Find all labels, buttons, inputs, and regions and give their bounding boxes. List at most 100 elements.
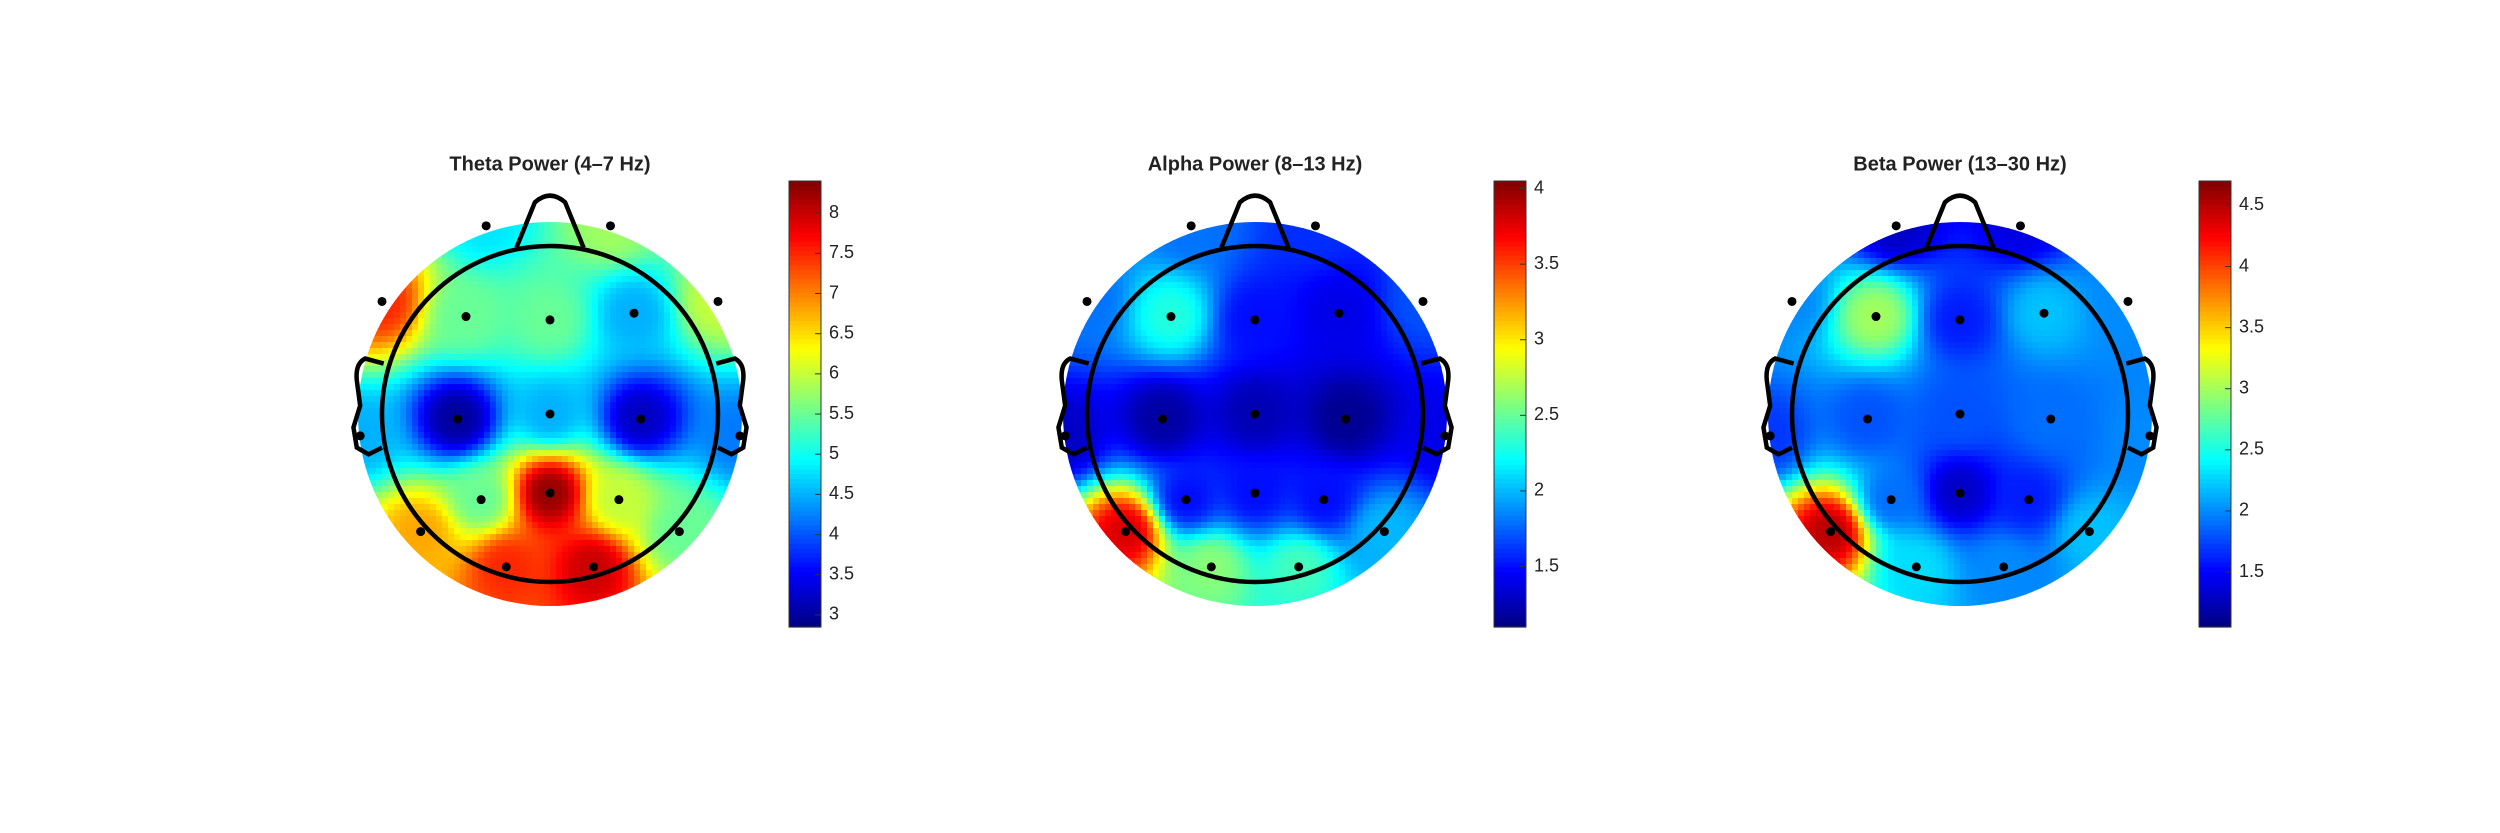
heatmap-cell	[1315, 282, 1322, 289]
heatmap-cell	[364, 390, 371, 397]
heatmap-cell	[436, 348, 443, 355]
heatmap-cell	[472, 384, 479, 391]
heatmap-cell	[382, 468, 389, 475]
heatmap-cell	[652, 456, 659, 463]
heatmap-cell	[1399, 360, 1406, 367]
heatmap-cell	[1087, 324, 1094, 331]
heatmap-cell	[496, 594, 503, 601]
heatmap-cell	[1171, 258, 1178, 265]
heatmap-cell	[424, 456, 431, 463]
heatmap-cell	[1195, 318, 1202, 325]
heatmap-cell	[1345, 378, 1352, 385]
heatmap-cell	[634, 570, 641, 577]
heatmap-cell	[1093, 330, 1100, 337]
heatmap-cell	[1387, 288, 1394, 295]
heatmap-cell	[376, 390, 383, 397]
heatmap-cell	[1249, 228, 1256, 235]
heatmap-cell	[520, 408, 527, 415]
heatmap-cell	[1333, 360, 1340, 367]
heatmap-cell	[544, 588, 551, 595]
heatmap-cell	[1165, 366, 1172, 373]
heatmap-cell	[454, 318, 461, 325]
heatmap-cell	[436, 528, 443, 535]
heatmap-cell	[658, 468, 665, 475]
heatmap-cell	[454, 486, 461, 493]
heatmap-cell	[1291, 294, 1298, 301]
heatmap-cell	[394, 300, 401, 307]
heatmap-cell	[1195, 288, 1202, 295]
heatmap-cell	[1117, 276, 1124, 283]
heatmap-cell	[676, 318, 683, 325]
heatmap-cell	[1195, 234, 1202, 241]
heatmap-cell	[640, 516, 647, 523]
heatmap-cell	[682, 474, 689, 481]
heatmap-cell	[1183, 324, 1190, 331]
heatmap-cell	[562, 378, 569, 385]
heatmap-cell	[1321, 264, 1328, 271]
heatmap-cell	[580, 552, 587, 559]
heatmap-cell	[1207, 252, 1214, 259]
heatmap-cell	[400, 384, 407, 391]
heatmap-cell	[1339, 264, 1346, 271]
heatmap-cell	[712, 492, 719, 499]
heatmap-cell	[520, 294, 527, 301]
heatmap-cell	[736, 456, 742, 463]
heatmap-cell	[388, 522, 395, 529]
heatmap-cell	[622, 282, 629, 289]
heatmap-cell	[610, 414, 617, 421]
heatmap-cell	[598, 306, 605, 313]
heatmap-cell	[1105, 390, 1112, 397]
heatmap-cell	[1177, 366, 1184, 373]
heatmap-cell	[1363, 336, 1370, 343]
heatmap-cell	[640, 324, 647, 331]
heatmap-cell	[478, 264, 485, 271]
heatmap-cell	[1153, 390, 1160, 397]
heatmap-cell	[1315, 372, 1322, 379]
heatmap-cell	[400, 540, 407, 547]
heatmap-cell	[430, 282, 437, 289]
colorbar-cell	[789, 273, 821, 280]
heatmap-cell	[1177, 360, 1184, 367]
heatmap-cell	[568, 372, 575, 379]
heatmap-cell	[640, 468, 647, 475]
heatmap-cell	[718, 474, 725, 481]
heatmap-cell	[490, 432, 497, 439]
heatmap-cell	[544, 276, 551, 283]
heatmap-cell	[586, 528, 593, 535]
heatmap-cell	[592, 456, 599, 463]
heatmap-cell	[1357, 330, 1364, 337]
heatmap-cell	[562, 228, 569, 235]
heatmap-cell	[1279, 336, 1286, 343]
heatmap-cell	[448, 570, 455, 577]
heatmap-cell	[562, 366, 569, 373]
heatmap-cell	[538, 228, 545, 235]
heatmap-cell	[1351, 330, 1358, 337]
heatmap-cell	[478, 432, 485, 439]
heatmap-cell	[502, 594, 509, 601]
heatmap-cell	[1207, 348, 1214, 355]
heatmap-cell	[1291, 228, 1298, 235]
heatmap-cell	[682, 438, 689, 445]
heatmap-cell	[406, 438, 413, 445]
heatmap-cell	[388, 414, 395, 421]
heatmap-cell	[1393, 360, 1400, 367]
heatmap-cell	[1147, 306, 1154, 313]
heatmap-cell	[448, 420, 455, 427]
heatmap-cell	[598, 462, 605, 469]
heatmap-cell	[502, 288, 509, 295]
heatmap-cell	[712, 468, 719, 475]
heatmap-cell	[496, 576, 503, 583]
heatmap-cell	[460, 234, 467, 241]
heatmap-cell	[1417, 312, 1424, 319]
heatmap-cell	[1363, 372, 1370, 379]
heatmap-cell	[1207, 318, 1214, 325]
heatmap-cell	[520, 468, 527, 475]
heatmap-cell	[670, 450, 677, 457]
heatmap-cell	[1141, 336, 1148, 343]
heatmap-cell	[1243, 228, 1250, 235]
heatmap-cell	[382, 312, 389, 319]
heatmap-cell	[382, 492, 389, 499]
heatmap-cell	[1183, 282, 1190, 289]
heatmap-cell	[1231, 372, 1238, 379]
heatmap-cell	[1285, 324, 1292, 331]
